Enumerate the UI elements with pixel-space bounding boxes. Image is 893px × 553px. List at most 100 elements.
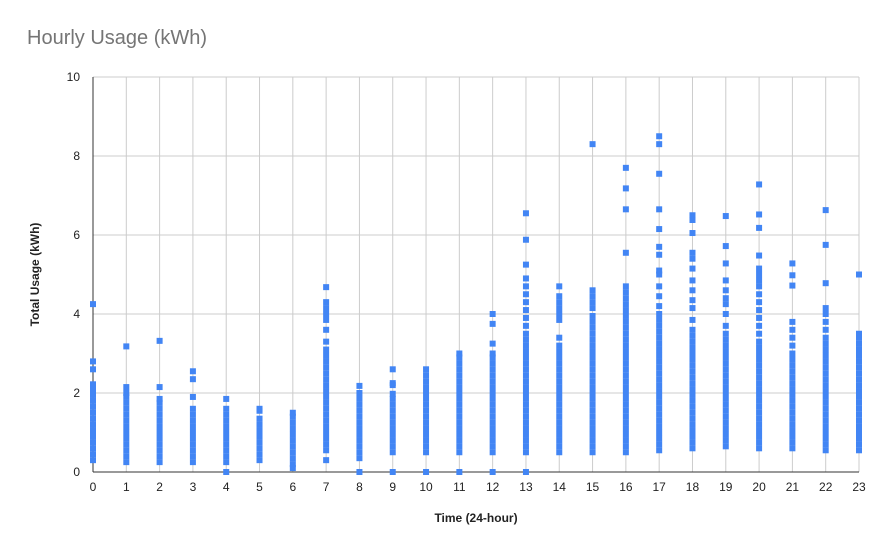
data-point [90, 421, 96, 428]
data-point [656, 267, 663, 274]
data-point [656, 303, 663, 310]
data-point [156, 384, 163, 391]
data-point [856, 382, 862, 389]
y-axis-title: Total Usage (kWh) [28, 223, 42, 327]
data-point [656, 322, 663, 329]
data-point [722, 260, 729, 267]
data-point [722, 277, 729, 284]
data-point [622, 401, 629, 408]
data-point [456, 384, 463, 391]
data-point [622, 318, 629, 325]
data-point [622, 312, 629, 319]
data-point [589, 342, 596, 349]
data-point [289, 419, 296, 426]
data-point [489, 401, 496, 408]
data-point [556, 311, 563, 317]
data-point [756, 211, 763, 218]
data-point [622, 443, 629, 450]
data-point [789, 334, 796, 341]
data-point [856, 376, 862, 383]
data-point [822, 311, 829, 317]
data-point [289, 409, 296, 416]
data-point [323, 457, 330, 464]
data-point [256, 457, 263, 464]
data-point [789, 356, 796, 363]
data-point [323, 358, 330, 365]
data-point [622, 324, 629, 331]
data-point [356, 413, 363, 420]
data-point [389, 449, 396, 456]
data-point [656, 328, 663, 335]
data-point [223, 441, 230, 448]
data-point [123, 393, 130, 400]
data-point [622, 360, 629, 367]
data-point [589, 305, 596, 312]
data-point [789, 439, 796, 446]
data-point [223, 453, 230, 460]
data-point [423, 437, 430, 444]
data-point [789, 409, 796, 416]
data-point [756, 427, 763, 434]
data-point [756, 356, 763, 363]
data-point [456, 390, 463, 396]
data-point [289, 431, 296, 438]
data-point [756, 330, 763, 337]
data-point [489, 366, 496, 373]
x-tick-label: 13 [519, 480, 533, 494]
data-point [822, 447, 829, 454]
data-point [756, 397, 763, 404]
data-point [689, 287, 696, 294]
data-point [722, 354, 729, 361]
tick-labels: 0 1 2 3 4 5 6 7 8 9 10 11 12 13 14 15 16 17 18 19 20 21 22 2302… [67, 70, 866, 494]
data-point [289, 455, 296, 462]
data-point [822, 417, 829, 424]
data-point [156, 441, 163, 448]
data-point [622, 330, 629, 337]
data-point [556, 354, 563, 361]
data-point [123, 411, 130, 418]
data-point [423, 384, 430, 391]
data-point [689, 332, 696, 339]
data-point [789, 415, 796, 422]
data-point [456, 395, 463, 402]
data-point [756, 314, 763, 321]
data-point [756, 380, 763, 387]
data-point [556, 437, 563, 444]
data-point [789, 397, 796, 404]
data-point [323, 417, 330, 424]
data-point [356, 382, 363, 389]
data-point [756, 439, 763, 446]
x-tick-label: 14 [553, 480, 567, 494]
data-point [556, 425, 563, 432]
data-point [722, 336, 729, 343]
data-point [622, 407, 629, 414]
data-point [656, 271, 663, 278]
data-point [789, 427, 796, 434]
data-point [289, 449, 296, 456]
data-point [822, 411, 829, 418]
data-point [789, 362, 796, 369]
data-point [722, 311, 729, 317]
data-point [656, 311, 663, 317]
data-point [323, 284, 330, 291]
data-point [556, 384, 563, 391]
data-point [456, 366, 463, 373]
data-point [756, 277, 763, 284]
data-point [589, 384, 596, 391]
data-point [90, 457, 96, 464]
data-point [722, 401, 729, 408]
data-point [456, 372, 463, 379]
data-point [156, 435, 163, 442]
data-point [689, 386, 696, 393]
data-point [423, 366, 430, 373]
data-point [722, 384, 729, 391]
data-point [789, 282, 796, 289]
data-point [622, 378, 629, 385]
data-point [689, 344, 696, 351]
data-point [323, 411, 330, 418]
data-point [389, 366, 396, 373]
data-point [556, 342, 563, 349]
data-point [423, 449, 430, 456]
data-point [456, 431, 463, 438]
data-point [456, 350, 463, 357]
